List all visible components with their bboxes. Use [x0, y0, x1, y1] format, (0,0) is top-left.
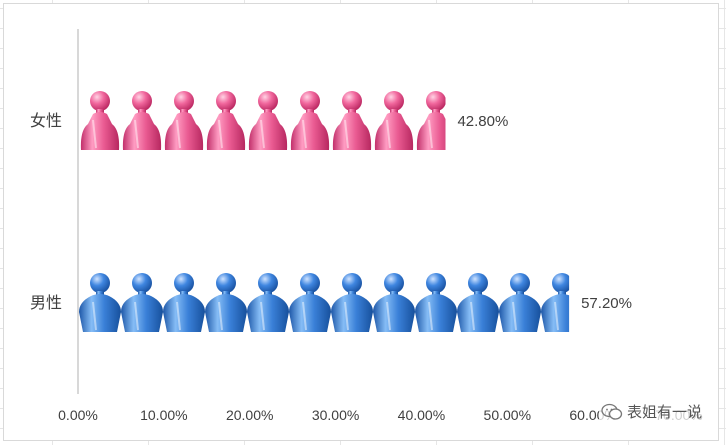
x-tick-label: 0.00%: [58, 407, 98, 423]
data-label-female: 42.80%: [457, 113, 508, 130]
male-figure-icon: [163, 273, 205, 332]
x-tick-label: 50.00%: [484, 407, 531, 423]
male-figure-icon: [499, 273, 541, 332]
male-figure-icon: [79, 273, 121, 332]
female-figure-icon: [248, 91, 288, 150]
x-tick-label: 20.00%: [226, 407, 273, 423]
male-figure-icon: [247, 273, 289, 332]
watermark: 表姐有一说: [598, 401, 704, 422]
male-figure-icon: [373, 273, 415, 332]
female-figure-icon: [80, 91, 120, 150]
x-tick-label: 40.00%: [398, 407, 445, 423]
pictograph-bar-chart: 0.00% 10.00% 20.00% 30.00% 40.00% 50.00% 60.00…: [30, 29, 703, 423]
female-figure-icon: [290, 91, 330, 150]
female-bar[interactable]: [80, 91, 455, 150]
data-label-male: 57.20%: [581, 295, 632, 312]
x-tick-label: 10.00%: [140, 407, 187, 423]
male-bar[interactable]: [79, 273, 583, 332]
female-figure-icon: [416, 91, 446, 150]
male-figure-icon: [289, 273, 331, 332]
female-figure-icon: [374, 91, 414, 150]
category-label-female: 女性: [30, 111, 62, 130]
female-figure-icon: [206, 91, 246, 150]
female-figure-icon: [122, 91, 162, 150]
female-figure-icon: [164, 91, 204, 150]
male-figure-icon: [415, 273, 457, 332]
chart-area[interactable]: 0.00% 10.00% 20.00% 30.00% 40.00% 50.00% 60.00…: [3, 3, 719, 441]
female-figure-icon: [332, 91, 372, 150]
male-figure-icon: [457, 273, 499, 332]
male-figure-icon: [205, 273, 247, 332]
category-label-male: 男性: [30, 293, 62, 312]
watermark-text: 表姐有一说: [626, 404, 702, 421]
wechat-icon: [601, 403, 623, 420]
male-figure-icon: [331, 273, 373, 332]
male-figure-icon: [541, 273, 570, 332]
male-figure-icon: [121, 273, 163, 332]
x-tick-label: 30.00%: [312, 407, 359, 423]
